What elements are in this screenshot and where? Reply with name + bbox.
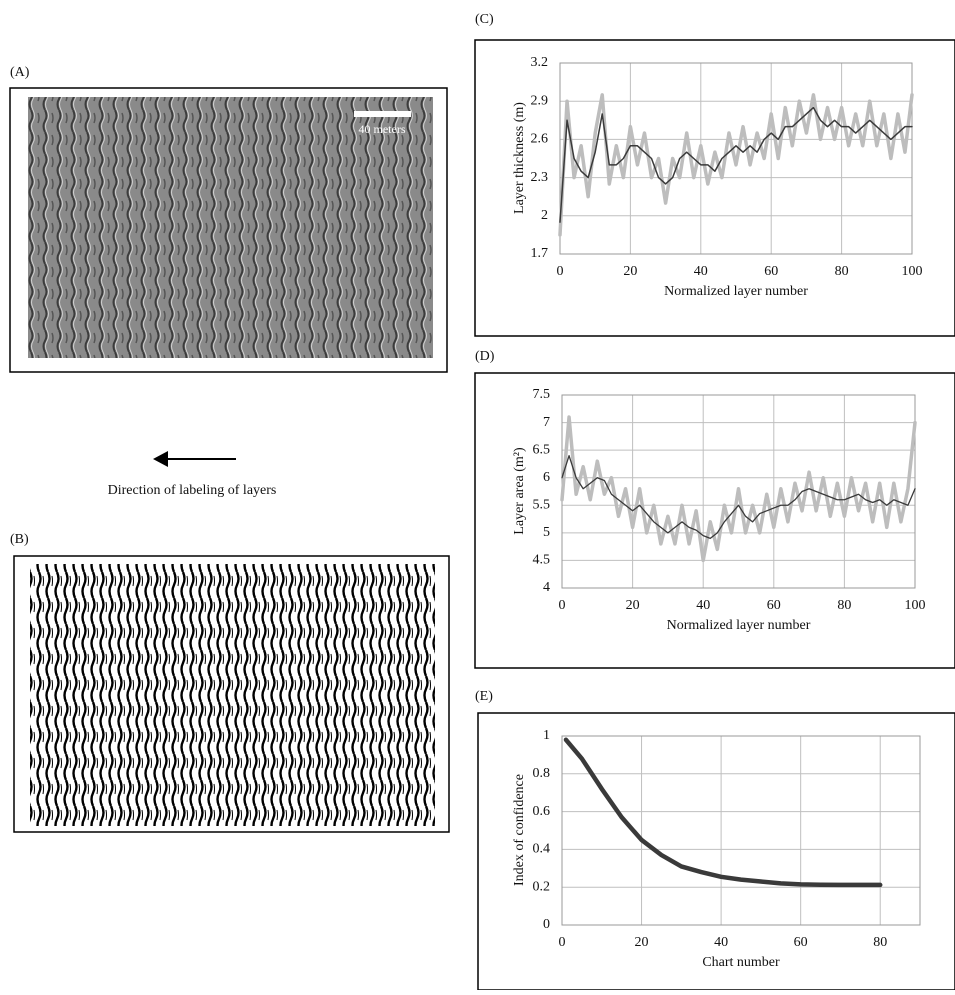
scale-label: 40 meters (359, 122, 406, 136)
arrow-caption: Direction of labeling of layers (108, 483, 277, 498)
y-axis-title: Index of confidence (512, 774, 527, 886)
y-tick-label: 6 (543, 470, 550, 485)
x-tick-label: 20 (623, 264, 637, 279)
panel-frame (9, 87, 448, 373)
x-tick-label: 80 (873, 935, 887, 950)
y-tick-label: 0 (543, 917, 550, 932)
y-tick-label: 4 (543, 580, 550, 595)
x-tick-label: 40 (696, 598, 710, 613)
x-tick-label: 20 (626, 598, 640, 613)
y-tick-label: 6.5 (533, 442, 551, 457)
y-tick-label: 2.9 (531, 93, 549, 108)
x-tick-label: 0 (559, 935, 566, 950)
y-tick-label: 1.7 (531, 246, 549, 261)
plot-frame (561, 735, 921, 926)
y-tick-label: 5.5 (533, 498, 551, 513)
arrow-head (153, 451, 168, 467)
y-axis-title: Layer thickness (m) (512, 102, 527, 214)
y-tick-label: 1 (543, 728, 550, 743)
panel-label: (D) (475, 349, 495, 364)
x-tick-label: 100 (902, 264, 923, 279)
y-tick-label: 3.2 (531, 55, 549, 70)
y-axis-title: Layer area (m²) (512, 447, 527, 535)
data-line (559, 106, 913, 223)
panel-frame (474, 39, 955, 337)
panel-frame (13, 555, 450, 833)
x-tick-label: 60 (794, 935, 808, 950)
binary-image (30, 564, 435, 826)
data-line (563, 737, 883, 888)
x-tick-label: 40 (714, 935, 728, 950)
data-line (561, 455, 916, 540)
y-tick-label: 0.8 (533, 766, 551, 781)
y-tick-label: 2.6 (531, 132, 549, 147)
data-line (560, 415, 917, 563)
y-tick-label: 0.4 (533, 842, 551, 857)
x-axis-title: Normalized layer number (667, 618, 811, 633)
dune-image (28, 97, 433, 358)
x-tick-label: 0 (559, 598, 566, 613)
scale-bar (354, 111, 411, 117)
panel-label: (A) (10, 65, 30, 80)
plot-frame (559, 62, 913, 255)
panel-frame (474, 372, 955, 669)
x-tick-label: 60 (767, 598, 781, 613)
x-tick-label: 80 (835, 264, 849, 279)
x-tick-label: 0 (557, 264, 564, 279)
y-tick-label: 2 (541, 208, 548, 223)
x-tick-label: 40 (694, 264, 708, 279)
x-tick-label: 20 (635, 935, 649, 950)
x-tick-label: 60 (764, 264, 778, 279)
data-line (558, 93, 914, 237)
y-tick-label: 7 (543, 415, 550, 430)
y-tick-label: 2.3 (531, 170, 549, 185)
y-tick-label: 0.2 (533, 879, 551, 894)
x-tick-label: 100 (905, 598, 926, 613)
y-tick-label: 7.5 (533, 387, 551, 402)
x-axis-title: Chart number (702, 955, 780, 970)
panel-label: (B) (10, 532, 29, 547)
x-tick-label: 80 (837, 598, 851, 613)
x-axis-title: Normalized layer number (664, 284, 808, 299)
y-tick-label: 4.5 (533, 553, 551, 568)
panel-label: (E) (475, 689, 493, 704)
y-tick-label: 0.6 (533, 804, 551, 819)
y-tick-label: 5 (543, 525, 550, 540)
panel-label: (C) (475, 12, 494, 27)
